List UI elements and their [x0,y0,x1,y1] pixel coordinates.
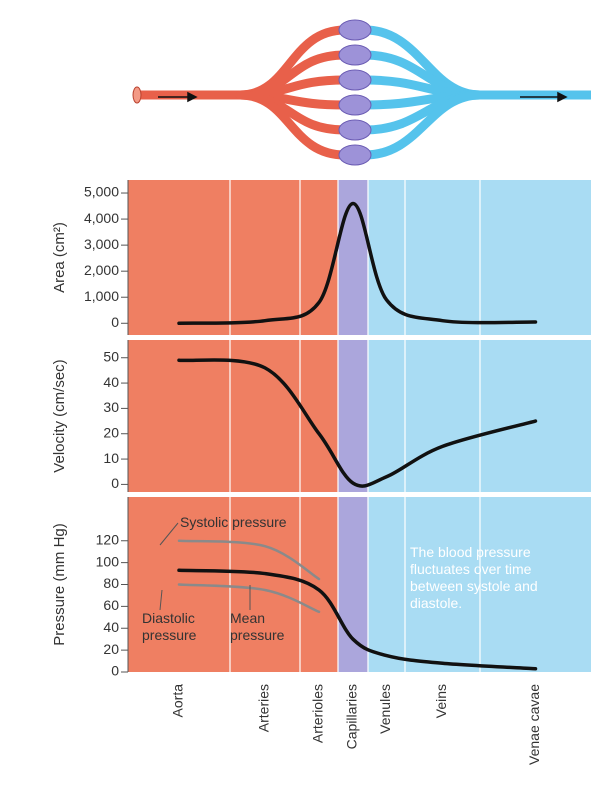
x-tick-label: Venae cavae [526,684,542,765]
y-tick-label: 5,000 [84,184,119,200]
x-tick-label: Arterioles [310,684,326,743]
figure: 0 1,000 2,000 3,000 4,000 5,000 Area (cm²) 0 10 2… [0,0,591,794]
x-tick-label: Arteries [256,684,272,732]
y-tick-label: 20 [103,641,119,657]
y-tick-label: 0 [111,314,119,330]
y-tick-label: 0 [111,663,119,679]
x-tick-label: Veins [433,684,449,718]
chart: 0 1,000 2,000 3,000 4,000 5,000 Area (cm²) 0 10 2… [0,0,591,794]
y-tick-label: 0 [111,475,119,491]
y-tick-label: 50 [103,348,119,364]
region-band [230,180,300,335]
x-tick-label: Venules [377,684,393,734]
y-axis-label: Velocity (cm/sec) [51,359,68,472]
region-band [128,340,230,492]
y-tick-label: 4,000 [84,210,119,226]
y-axis-label: Area (cm²) [51,222,68,293]
region-band [405,180,480,335]
y-tick-label: 40 [103,619,119,635]
region-band [480,340,591,492]
annotation: Systolic pressure [180,514,330,531]
region-band [300,180,338,335]
x-tick-label: Capillaries [344,684,360,749]
y-tick-label: 40 [103,374,119,390]
annotation: Diastolic pressure [142,610,222,644]
y-tick-label: 120 [96,531,120,547]
annotation: Mean pressure [230,610,310,644]
y-axis-label: Pressure (mm Hg) [51,523,68,646]
y-tick-label: 1,000 [84,288,119,304]
region-band [368,497,405,672]
y-tick-label: 3,000 [84,236,119,252]
y-tick-label: 100 [96,553,120,569]
y-tick-label: 20 [103,424,119,440]
x-tick-label: Aorta [170,684,186,718]
vessel-diagram [133,20,591,165]
y-tick-label: 80 [103,575,119,591]
y-tick-label: 10 [103,450,119,466]
region-band [128,180,230,335]
y-tick-label: 60 [103,597,119,613]
region-band [480,180,591,335]
y-tick-label: 2,000 [84,262,119,278]
annotation-box: The blood pressure fluctuates over time … [410,544,585,612]
region-band [405,340,480,492]
y-tick-label: 30 [103,399,119,415]
